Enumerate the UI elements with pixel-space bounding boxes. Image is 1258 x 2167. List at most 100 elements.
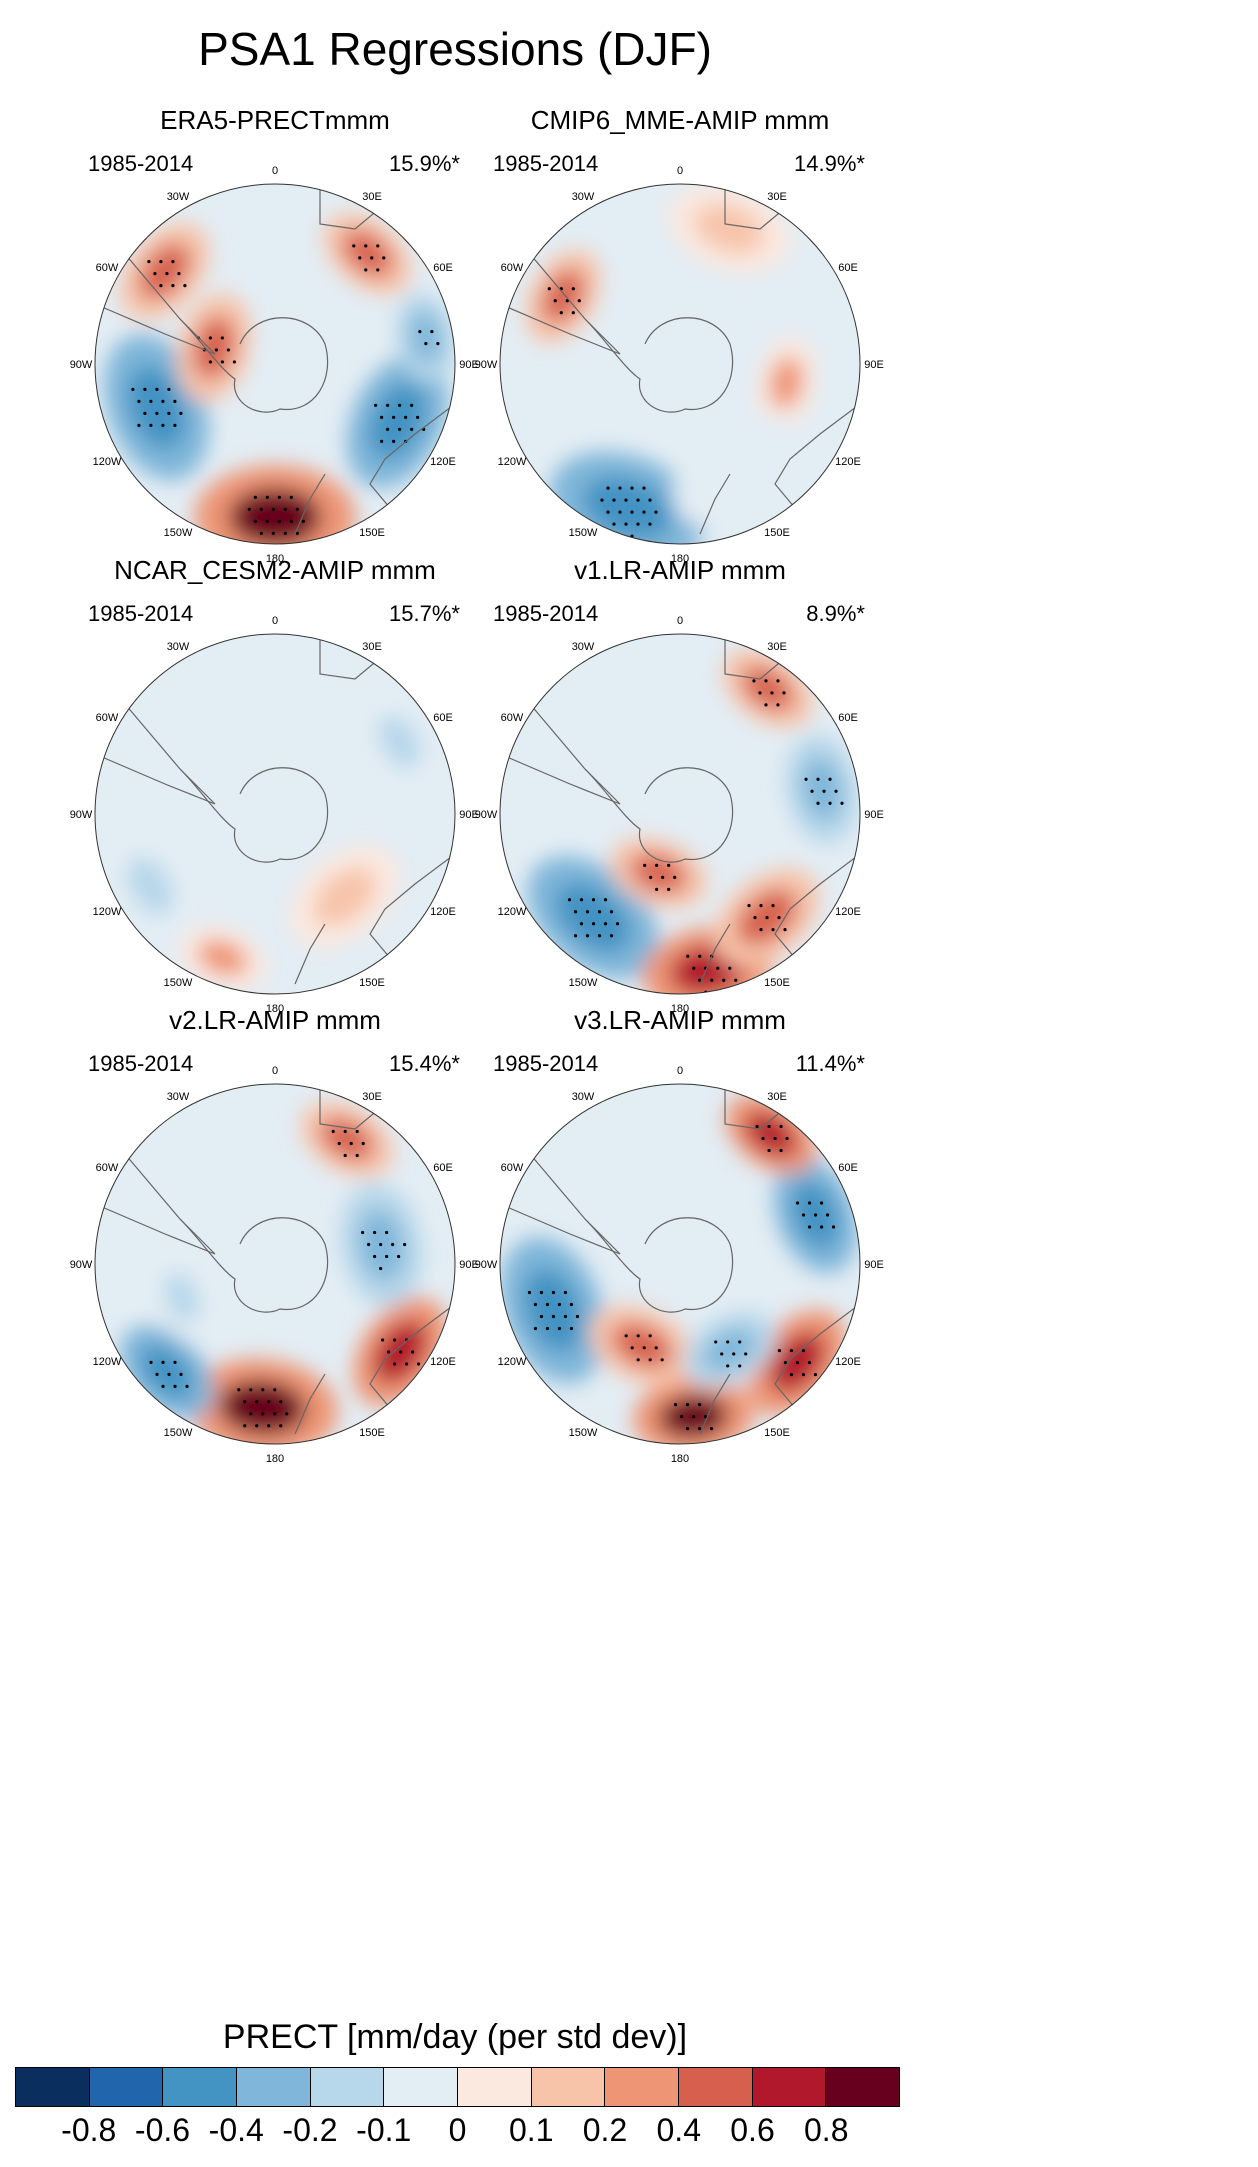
polar-map: 0 30E 60E 90E 120E 150E 180 150W 120W 90W 60W 30W (70, 165, 479, 565)
colorbar (15, 2067, 900, 2107)
significance-dot (822, 789, 826, 793)
significance-dot (161, 423, 165, 427)
significance-dot (183, 284, 187, 288)
anomaly-core (127, 365, 186, 449)
significance-dot (374, 403, 378, 407)
longitude-label: 0 (272, 165, 278, 177)
longitude-label: 90W (475, 1259, 498, 1271)
map-border (94, 633, 456, 995)
significance-dot (738, 1340, 742, 1344)
significance-dot (698, 954, 702, 958)
polar-map: 0 30E 60E 90E 120E 150E 180 150W 120W 90W 60W 30W (475, 165, 884, 565)
significance-dot (834, 789, 838, 793)
colorbar-tick-label: 0.4 (656, 2112, 701, 2148)
significance-dot (609, 934, 614, 938)
significance-dot (606, 486, 610, 490)
significance-dot (161, 1360, 165, 1365)
significance-dot (776, 679, 780, 683)
longitude-label: 90W (70, 359, 93, 371)
longitude-label: 120E (430, 1356, 456, 1368)
significance-dot (630, 486, 634, 490)
significance-dot (661, 875, 665, 880)
significance-dot (386, 403, 390, 407)
significance-dot (527, 1290, 532, 1295)
longitude-label: 120W (93, 906, 122, 918)
longitude-label: 90E (459, 359, 479, 371)
significance-dot (767, 1124, 771, 1129)
significance-dot (559, 311, 563, 315)
significance-dot (153, 272, 157, 276)
significance-dot (167, 1372, 171, 1377)
significance-dot (179, 1372, 183, 1377)
significance-dot (171, 260, 175, 264)
panel-title: v2.LR-AMIP mmm (169, 1005, 381, 1035)
anomaly-core (197, 940, 248, 976)
significance-dot (253, 519, 257, 523)
significance-dot (816, 777, 820, 781)
significance-dot (573, 934, 578, 938)
significance-dot (660, 1358, 664, 1362)
significance-dot (685, 1403, 690, 1407)
significance-dot (752, 679, 756, 683)
significance-dot (686, 954, 690, 958)
longitude-label: 30E (362, 1091, 382, 1103)
significance-dot (149, 399, 153, 403)
significance-dot (337, 1141, 341, 1146)
colorbar-box (458, 2068, 532, 2106)
significance-dot (771, 904, 775, 908)
significance-dot (352, 244, 356, 248)
significance-dot (585, 934, 590, 938)
colorbar-box (752, 2068, 827, 2106)
significance-dot (358, 256, 362, 260)
antarctica-coastline (179, 317, 329, 413)
significance-dot (603, 922, 608, 926)
longitude-label: 0 (677, 165, 683, 177)
map-border (499, 633, 861, 995)
period-label: 1985-2014 (88, 1051, 194, 1076)
significance-dot (722, 978, 726, 982)
significance-dot (759, 928, 763, 932)
significance-dot (767, 1148, 771, 1153)
longitude-label: 60E (433, 712, 453, 724)
longitude-label: 60W (501, 262, 524, 274)
colorbar-tick-label: 0 (448, 2112, 467, 2148)
longitude-label: 90W (70, 1259, 93, 1271)
significance-dot (410, 427, 414, 431)
significance-dot (167, 387, 171, 391)
longitude-label: 90E (864, 1259, 884, 1271)
significance-dot (655, 863, 659, 868)
significance-dot (807, 1360, 812, 1365)
significance-dot (424, 342, 428, 346)
significance-dot (331, 1129, 335, 1134)
significance-dot (171, 284, 175, 288)
colorbar-box (89, 2068, 164, 2106)
significance-dot (698, 978, 702, 982)
significance-dot (831, 1225, 836, 1229)
longitude-label: 180 (671, 553, 689, 565)
longitude-label: 0 (272, 1065, 278, 1077)
significance-dot (563, 1314, 568, 1319)
significance-dot (539, 1290, 544, 1295)
significance-dot (247, 507, 251, 511)
significance-dot (237, 1388, 241, 1392)
significance-dot (295, 507, 299, 511)
significance-dot (813, 1372, 818, 1377)
longitude-label: 60E (433, 1162, 453, 1174)
longitude-label: 30W (167, 1091, 190, 1103)
longitude-label: 60W (96, 262, 119, 274)
significance-dot (615, 922, 620, 926)
antarctica-coastline (584, 317, 734, 413)
significance-dot (220, 336, 224, 340)
map-background (95, 634, 455, 994)
significance-dot (551, 1290, 556, 1295)
significance-dot (816, 801, 820, 805)
significance-dot (147, 260, 151, 264)
significance-dot (825, 1213, 830, 1217)
significance-dot (813, 1213, 818, 1217)
anomaly-core (703, 441, 783, 505)
longitude-label: 60E (838, 1162, 858, 1174)
antarctica-coastline (179, 767, 329, 863)
significance-dot (373, 1254, 377, 1259)
significance-dot (606, 510, 610, 514)
significance-dot (667, 863, 671, 868)
